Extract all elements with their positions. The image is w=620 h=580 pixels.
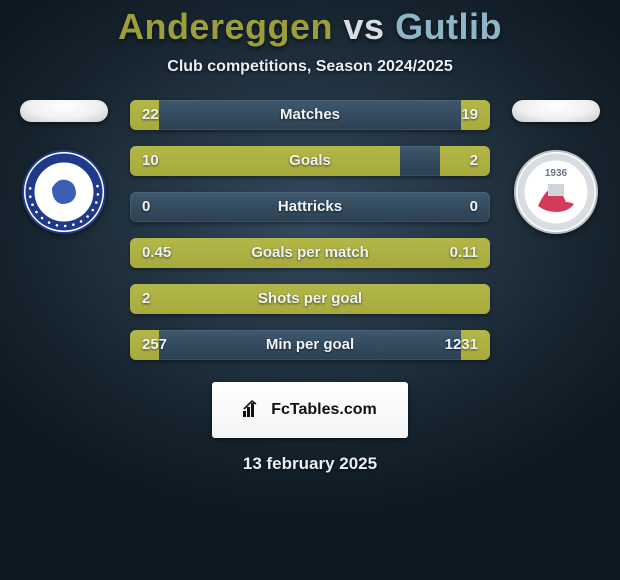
- brand-box: FcTables.com: [212, 382, 408, 438]
- stats-bars: 22Matches19 10Goals2 0Hattricks0 0.45Goals …: [130, 100, 490, 360]
- brand-icon: [243, 399, 265, 422]
- logo-year: 1936: [545, 168, 568, 179]
- title-player-right: Gutlib: [395, 6, 502, 47]
- subtitle: Club competitions, Season 2024/2025: [167, 58, 452, 76]
- stat-value-right: 0: [470, 192, 478, 222]
- left-club-logo: [22, 150, 106, 234]
- stat-value-right: 19: [461, 100, 478, 130]
- stat-row: 2Shots per goal: [130, 284, 490, 314]
- right-name-pill: [512, 100, 600, 122]
- right-side: 1936: [506, 100, 606, 234]
- stat-label: Hattricks: [130, 192, 490, 222]
- stat-value-right: 2: [470, 146, 478, 176]
- stat-row: 0.45Goals per match0.11: [130, 238, 490, 268]
- stat-row: 22Matches19: [130, 100, 490, 130]
- right-club-logo: 1936: [514, 150, 598, 234]
- comparison-body: 22Matches19 10Goals2 0Hattricks0 0.45Goals …: [14, 100, 606, 360]
- left-name-pill: [20, 100, 108, 122]
- brand-text: FcTables.com: [271, 401, 377, 419]
- title-vs: vs: [344, 6, 385, 47]
- stat-row: 257Min per goal1231: [130, 330, 490, 360]
- stat-label: Matches: [130, 100, 490, 130]
- stat-label: Shots per goal: [130, 284, 490, 314]
- comparison-card: Andereggen vs Gutlib Club competitions, …: [0, 0, 620, 580]
- stat-row: 10Goals2: [130, 146, 490, 176]
- stat-value-right: 1231: [445, 330, 478, 360]
- page-title: Andereggen vs Gutlib: [118, 6, 502, 48]
- stat-label: Goals per match: [130, 238, 490, 268]
- date-text: 13 february 2025: [243, 454, 377, 474]
- left-side: [14, 100, 114, 234]
- stat-row: 0Hattricks0: [130, 192, 490, 222]
- stat-value-right: 0.11: [450, 238, 478, 268]
- stat-label: Min per goal: [130, 330, 490, 360]
- title-player-left: Andereggen: [118, 6, 333, 47]
- stat-label: Goals: [130, 146, 490, 176]
